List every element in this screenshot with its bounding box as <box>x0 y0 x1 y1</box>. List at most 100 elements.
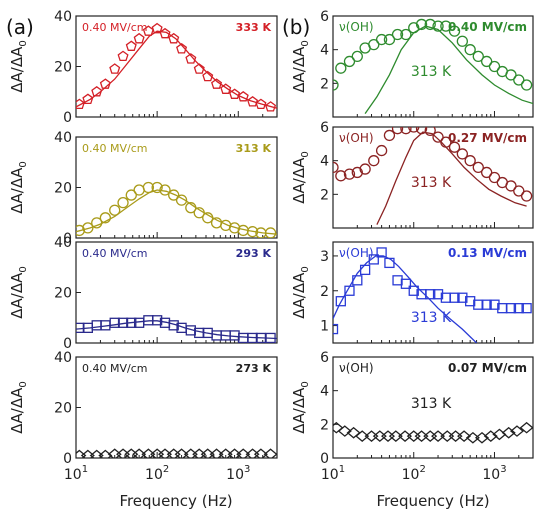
data-point <box>489 299 500 310</box>
data-point <box>80 449 95 458</box>
data-point <box>472 161 484 174</box>
data-point <box>414 430 429 442</box>
data-point <box>368 38 380 51</box>
panel-label-b: (b) <box>282 15 310 39</box>
y-tick-label: 20 <box>54 401 72 417</box>
y-axis-label: ΔA/ΔA0 <box>8 266 29 318</box>
data-point <box>220 83 232 94</box>
data-point <box>238 332 249 343</box>
y-tick-label: 40 <box>54 130 72 146</box>
label-right: 333 K <box>236 21 272 34</box>
data-point <box>343 55 356 68</box>
label-right: 273 K <box>236 362 272 375</box>
data-point <box>333 161 339 174</box>
label-right: 0.13 MV/cm <box>448 246 527 260</box>
x-tick-label: 103 <box>226 464 250 483</box>
data-point <box>432 289 444 300</box>
data-point <box>125 189 137 201</box>
y-tick-label: 0 <box>63 451 72 467</box>
y-tick-label: 40 <box>54 350 72 366</box>
data-point <box>465 296 476 307</box>
data-point <box>456 35 468 47</box>
data-point <box>448 25 461 37</box>
data-point <box>133 184 145 196</box>
data-point <box>457 430 472 442</box>
data-point <box>91 86 103 97</box>
y-tick-label: 0 <box>63 231 72 247</box>
label-left: ν(OH) <box>339 246 374 260</box>
y-tick-label: 2 <box>320 187 329 203</box>
data-point <box>440 20 452 32</box>
y-tick-label: 0 <box>63 110 72 126</box>
y-tick-label: 40 <box>54 235 72 251</box>
data-point <box>76 224 86 237</box>
data-point <box>237 90 249 102</box>
data-point <box>194 327 205 339</box>
y-tick-label: 4 <box>320 154 329 170</box>
y-tick-label: 6 <box>320 9 329 25</box>
y-tick-label: 2 <box>320 76 329 92</box>
y-axis-label: ΔA/ΔA0 <box>290 151 311 203</box>
data-point <box>359 264 371 276</box>
label-temperature: 313 K <box>411 310 452 326</box>
data-point <box>424 127 436 137</box>
x-axis-label-b: Frequency (Hz) <box>376 492 489 510</box>
data-point <box>346 426 361 439</box>
data-point <box>424 18 436 31</box>
panel-a-2: 0 20 40 ΔA/ΔA0 0.40 MV/cm 293 K <box>8 235 278 352</box>
data-point <box>464 44 476 56</box>
data-point <box>193 63 205 74</box>
panel-b-1: 2 4 6 ΔA/ΔA0 ν(OH) 0.27 MV/cm 313 K <box>290 120 534 229</box>
y-tick-label: 6 <box>320 350 329 366</box>
y-tick-label: 4 <box>320 384 329 400</box>
y-axis-label: ΔA/ΔA0 <box>8 40 29 92</box>
data-point <box>117 196 129 209</box>
data-point <box>488 60 501 73</box>
panel-a-1: 0 20 40 ΔA/ΔA0 0.40 MV/cm 313 K <box>8 130 278 247</box>
y-tick-label: 1 <box>320 319 329 335</box>
data-point <box>432 131 444 143</box>
label-left: 0.40 MV/cm <box>82 142 147 155</box>
label-right: 313 K <box>236 142 272 155</box>
data-point <box>333 421 344 434</box>
plot-frame <box>332 241 534 344</box>
label-left: ν(OH) <box>339 20 374 34</box>
y-tick-label: 0 <box>63 336 72 352</box>
data-point <box>520 190 533 202</box>
label-left: ν(OH) <box>339 131 374 145</box>
fit-line <box>76 30 277 109</box>
plot-frame <box>332 15 534 118</box>
label-temperature: 313 K <box>411 175 452 191</box>
data-point <box>481 166 493 179</box>
data-point <box>168 189 180 201</box>
data-point <box>211 78 223 89</box>
data-point <box>505 69 517 81</box>
data-point <box>519 421 533 434</box>
data-point <box>376 247 387 258</box>
data-point <box>109 204 121 216</box>
y-axis-label: ΔA/ΔA0 <box>290 40 311 92</box>
data-point <box>335 296 346 307</box>
data-point <box>408 285 419 296</box>
fit-line <box>376 131 527 225</box>
y-tick-label: 0 <box>320 451 329 467</box>
data-point <box>151 22 163 34</box>
data-point <box>432 20 444 32</box>
data-point <box>415 18 428 31</box>
data-point <box>520 79 533 91</box>
x-tick-label: 103 <box>482 464 506 483</box>
data-point <box>521 303 532 314</box>
data-point <box>176 42 188 54</box>
data-point <box>481 299 492 310</box>
data-point <box>335 62 347 74</box>
y-tick-label: 6 <box>320 120 329 136</box>
data-point <box>117 50 129 62</box>
data-point <box>383 129 396 142</box>
data-point <box>408 127 420 133</box>
label-right: 0.07 MV/cm <box>448 361 527 375</box>
data-point <box>76 98 85 110</box>
plot-frame <box>332 356 534 459</box>
data-point <box>125 40 137 51</box>
data-point <box>400 28 412 41</box>
data-point <box>185 53 197 64</box>
